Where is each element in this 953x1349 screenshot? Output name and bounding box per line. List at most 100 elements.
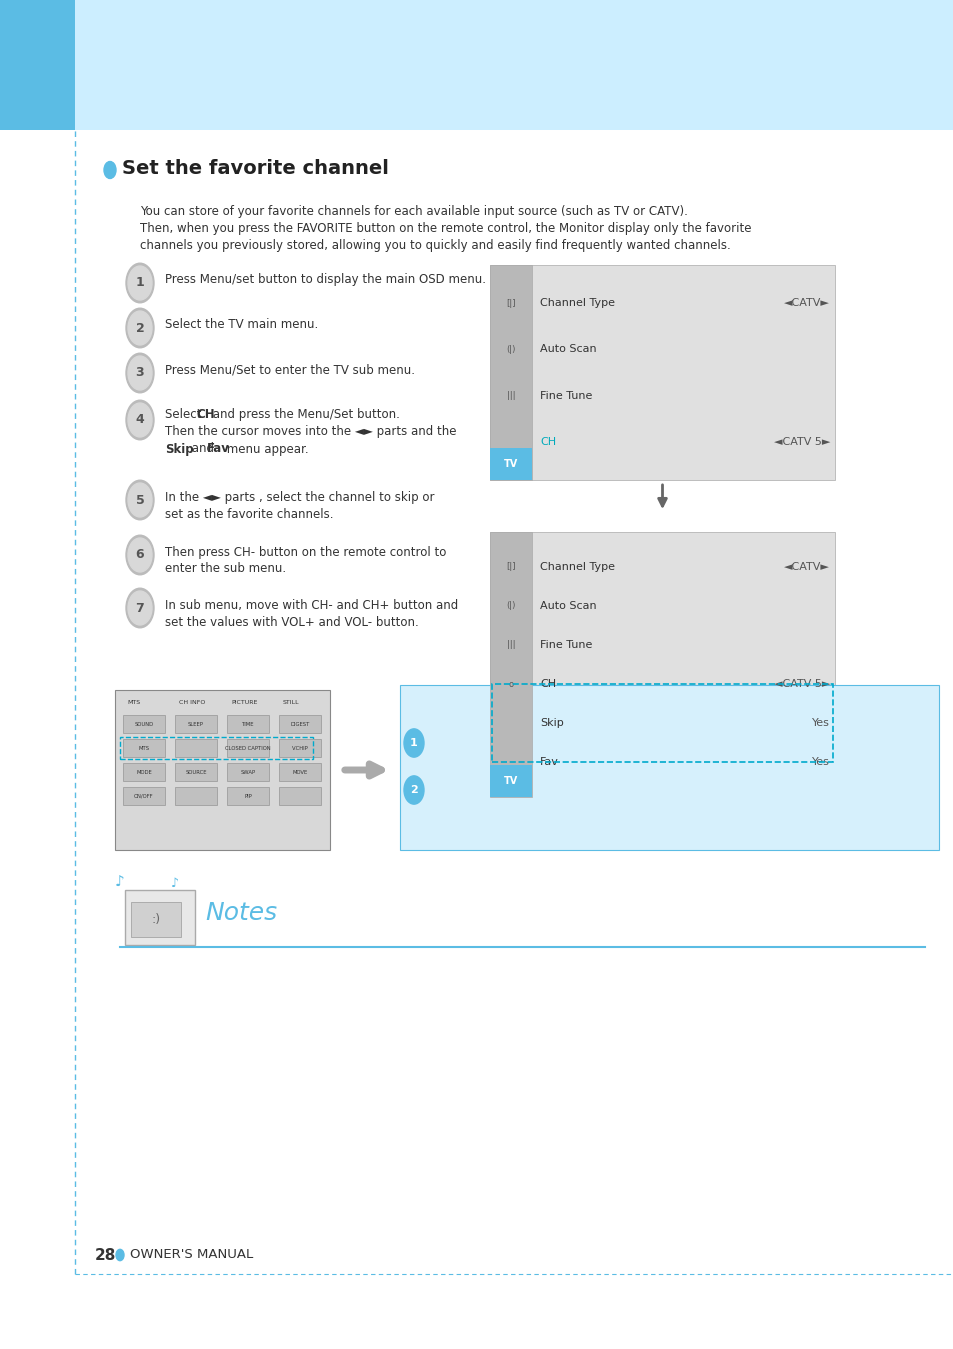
Text: Set the favorite channel: Set the favorite channel xyxy=(122,158,389,178)
Text: Then press CH- button on the remote control to: Then press CH- button on the remote cont… xyxy=(165,545,446,558)
Text: 28: 28 xyxy=(95,1248,116,1263)
Bar xyxy=(490,532,532,797)
Bar xyxy=(75,0,953,130)
Circle shape xyxy=(128,403,152,437)
Circle shape xyxy=(116,1249,124,1261)
Text: STILL: STILL xyxy=(283,700,299,706)
Circle shape xyxy=(126,401,153,440)
Text: 4: 4 xyxy=(135,414,144,426)
Text: Fine Tune: Fine Tune xyxy=(539,391,592,401)
Text: |||: ||| xyxy=(506,391,515,401)
Text: Skip: Skip xyxy=(539,718,563,728)
Text: In the ◄► parts , select the channel to skip or: In the ◄► parts , select the channel to … xyxy=(165,491,434,503)
Text: SLEEP: SLEEP xyxy=(188,722,204,727)
Text: TV: TV xyxy=(503,776,517,786)
Text: Select: Select xyxy=(165,409,205,421)
Circle shape xyxy=(126,536,153,575)
Circle shape xyxy=(128,538,152,572)
Text: menu appear.: menu appear. xyxy=(223,442,309,456)
Text: CH INFO: CH INFO xyxy=(179,700,205,706)
Text: CH: CH xyxy=(539,437,556,447)
Text: Then, when you press the FAVORITE button on the remote control, the Monitor disp: Then, when you press the FAVORITE button… xyxy=(140,223,751,235)
Bar xyxy=(490,264,834,480)
Text: and: and xyxy=(188,442,217,456)
Text: Auto Scan: Auto Scan xyxy=(539,344,596,355)
Text: Sub menu appears: Sub menu appears xyxy=(606,817,718,830)
Text: CH ADD: CH ADD xyxy=(428,734,488,747)
Text: Fine Tune: Fine Tune xyxy=(539,639,592,650)
Text: Then the cursor moves into the ◄► parts and the: Then the cursor moves into the ◄► parts … xyxy=(165,425,456,438)
Text: Auto Scan: Auto Scan xyxy=(539,600,596,611)
Bar xyxy=(115,689,330,850)
Text: CH: CH xyxy=(539,679,556,689)
Text: channels you previously stored, allowing you to quickly and easily find frequent: channels you previously stored, allowing… xyxy=(140,239,730,252)
Text: ◄CATV 5►: ◄CATV 5► xyxy=(773,437,829,447)
Text: SOUND: SOUND xyxy=(134,722,153,727)
Bar xyxy=(278,739,320,757)
Circle shape xyxy=(403,776,423,804)
Text: Remove the current channel from the scanned: Remove the current channel from the scan… xyxy=(428,805,688,815)
Text: channel list.: channel list. xyxy=(428,820,496,830)
Bar xyxy=(399,685,938,850)
Bar xyxy=(227,786,269,805)
Bar xyxy=(174,764,216,781)
Text: Yes: Yes xyxy=(811,718,829,728)
Bar xyxy=(278,715,320,733)
Text: ♪: ♪ xyxy=(115,876,125,890)
Text: 1: 1 xyxy=(135,277,144,290)
Text: control.: control. xyxy=(408,711,450,720)
Text: ◄CATV►: ◄CATV► xyxy=(783,298,829,308)
Bar xyxy=(227,764,269,781)
Text: 5: 5 xyxy=(135,494,144,506)
Text: ◄CATV►: ◄CATV► xyxy=(783,561,829,572)
Text: |||: ||| xyxy=(506,641,515,649)
Bar xyxy=(123,764,165,781)
Text: CLOSED CAPTION: CLOSED CAPTION xyxy=(225,746,271,750)
Text: set as the favorite channels.: set as the favorite channels. xyxy=(165,507,334,521)
Text: In sub menu, move with CH- and CH+ button and: In sub menu, move with CH- and CH+ butto… xyxy=(165,599,457,612)
Circle shape xyxy=(403,728,423,757)
Circle shape xyxy=(126,480,153,519)
Text: TIME: TIME xyxy=(241,722,254,727)
Text: CH ERASE: CH ERASE xyxy=(428,781,505,795)
Text: 2: 2 xyxy=(410,785,417,795)
Circle shape xyxy=(126,263,153,302)
Text: ◄CATV 5►: ◄CATV 5► xyxy=(773,679,829,689)
Text: Yes: Yes xyxy=(811,757,829,768)
Bar xyxy=(490,448,532,480)
Text: 3: 3 xyxy=(135,367,144,379)
Text: o: o xyxy=(508,680,513,688)
Bar xyxy=(490,264,532,480)
Bar xyxy=(174,715,216,733)
Text: You can add or erase the current channel by the remote: You can add or erase the current channel… xyxy=(408,695,720,706)
Bar xyxy=(492,684,832,762)
Text: PICTURE: PICTURE xyxy=(231,700,257,706)
Bar xyxy=(0,0,75,130)
Bar xyxy=(490,765,532,797)
Text: Fav: Fav xyxy=(539,757,558,768)
Text: Channel Type: Channel Type xyxy=(539,298,615,308)
Text: SOURCE: SOURCE xyxy=(185,769,207,774)
Text: (|): (|) xyxy=(506,602,516,610)
Text: 6: 6 xyxy=(135,549,144,561)
Text: Channel Type: Channel Type xyxy=(539,561,615,572)
Text: SWAP: SWAP xyxy=(240,769,255,774)
Text: ON/OFF: ON/OFF xyxy=(134,793,153,799)
Text: [|]: [|] xyxy=(506,298,516,308)
Text: (|): (|) xyxy=(506,345,516,353)
Text: :): :) xyxy=(152,912,160,925)
Text: Select the TV main menu.: Select the TV main menu. xyxy=(165,318,318,332)
Text: 1: 1 xyxy=(410,738,417,747)
Bar xyxy=(131,902,181,938)
Bar xyxy=(123,739,165,757)
Text: CH: CH xyxy=(195,409,214,421)
Text: MODE: MODE xyxy=(136,769,152,774)
Text: DIGEST: DIGEST xyxy=(290,722,310,727)
Bar xyxy=(490,532,834,797)
Text: TV: TV xyxy=(503,459,517,469)
Text: MOVE: MOVE xyxy=(292,769,307,774)
Circle shape xyxy=(104,162,116,178)
Text: ♪: ♪ xyxy=(171,877,179,890)
Text: 2: 2 xyxy=(135,321,144,335)
Text: set the values with VOL+ and VOL- button.: set the values with VOL+ and VOL- button… xyxy=(165,616,418,630)
